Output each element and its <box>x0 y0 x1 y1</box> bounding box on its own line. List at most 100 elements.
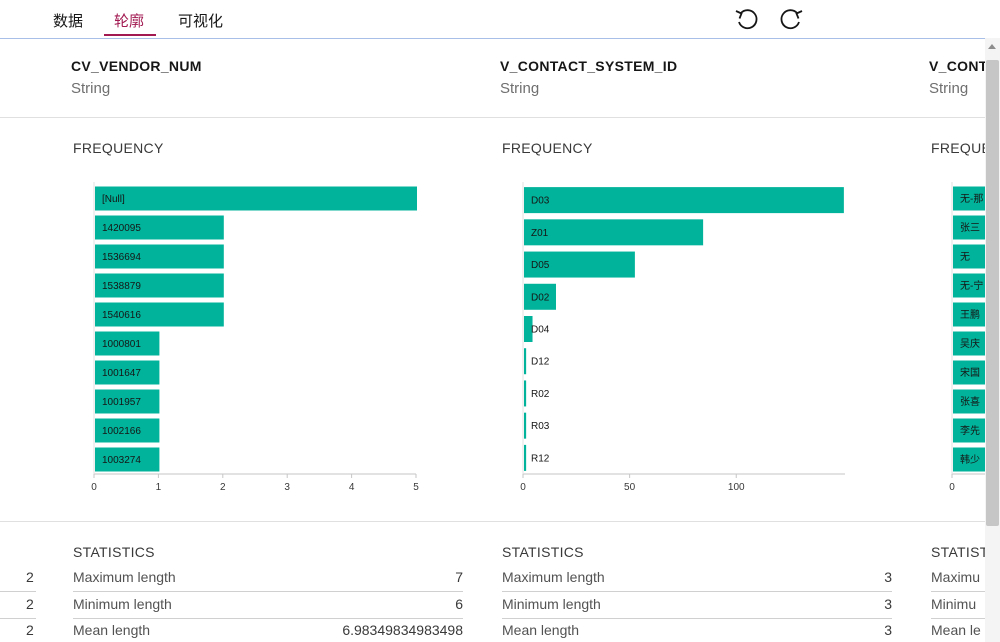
bar-label: 1001957 <box>102 397 141 408</box>
bar-label: 无-那 <box>960 193 983 205</box>
bar-label: 张喜 <box>960 395 980 408</box>
row-divider <box>931 591 985 592</box>
bar-label: D12 <box>531 357 550 368</box>
bar <box>524 316 533 342</box>
vertical-scrollbar[interactable] <box>985 38 1000 642</box>
bar <box>95 418 160 443</box>
bar-label: R12 <box>531 453 550 464</box>
x-tick-label: 3 <box>284 482 290 493</box>
stat-label: Mean length <box>502 622 580 638</box>
stat-value: 2 <box>26 622 34 638</box>
stat-label: Minimum length <box>502 596 601 612</box>
row-divider <box>0 618 36 619</box>
divider <box>0 117 985 118</box>
row-divider <box>73 591 463 592</box>
bar <box>524 380 527 407</box>
x-tick-label: 50 <box>624 482 636 493</box>
bar-label: 宋国 <box>960 366 980 379</box>
column-type: String <box>929 80 969 97</box>
column-type: String <box>500 80 540 97</box>
stat-label: Maximu <box>931 569 981 585</box>
bar <box>524 283 556 310</box>
bar <box>953 360 985 385</box>
bar <box>95 215 224 240</box>
x-tick-label: 100 <box>728 482 745 493</box>
bar <box>95 273 224 298</box>
stat-value: 2 <box>26 596 34 612</box>
bar <box>95 360 160 385</box>
stat-value: 6.98349834983498 <box>342 622 463 638</box>
row-divider <box>0 591 36 592</box>
bar-label: 王鹏 <box>960 308 980 321</box>
tab-data[interactable]: 数据 <box>53 13 84 30</box>
bar-label: D03 <box>531 196 550 207</box>
bar-label: 1001647 <box>102 368 141 379</box>
bar <box>95 244 224 269</box>
bar <box>95 302 224 327</box>
stat-label: Mean length <box>73 622 151 638</box>
redo-icon[interactable] <box>778 5 806 33</box>
frequency-chart: D03 Z01 D05 D02 D04 D12 R02 R03 R12 0 50 100 <box>513 180 858 500</box>
chart-svg: D03 Z01 D05 D02 D04 D12 R02 R03 R12 0 50 100 <box>520 182 845 493</box>
bar <box>95 186 417 211</box>
bar-label: 吴庆 <box>960 337 980 350</box>
bar-label: R03 <box>531 421 550 432</box>
chart-svg: [Null] 1420095 1536694 1538879 1540616 100080… <box>91 182 419 493</box>
bar-label: 1002166 <box>102 426 141 437</box>
row-divider <box>502 591 892 592</box>
bar <box>524 251 635 278</box>
bar <box>953 302 985 327</box>
column-name: V_CONT <box>929 58 988 74</box>
bar <box>95 447 160 472</box>
frequency-label: FREQUE <box>931 140 992 156</box>
x-tick-label: 0 <box>91 482 97 493</box>
stat-value: 7 <box>455 569 463 585</box>
bar <box>953 389 985 414</box>
bar <box>953 447 985 472</box>
stat-value: 3 <box>884 596 892 612</box>
top-toolbar: 数据 轮廓 可视化 <box>0 0 1000 39</box>
stat-value: 6 <box>455 596 463 612</box>
bar <box>953 244 985 269</box>
stat-value: 3 <box>884 622 892 638</box>
bar-label: 张三 <box>960 222 980 234</box>
divider <box>0 521 985 522</box>
tab-profile[interactable]: 轮廓 <box>114 13 145 30</box>
row-divider <box>502 618 892 619</box>
bar-label: 李先 <box>960 424 980 437</box>
column-type: String <box>71 80 111 97</box>
bar-label: D04 <box>531 325 550 336</box>
scroll-up-icon[interactable] <box>988 44 996 49</box>
undo-icon[interactable] <box>732 5 760 33</box>
bar <box>953 186 985 211</box>
x-tick-label: 1 <box>156 482 162 493</box>
active-tab-indicator <box>104 34 156 36</box>
bar <box>95 331 160 356</box>
bar-label: [Null] <box>102 194 125 205</box>
bar-label: 1000801 <box>102 339 141 350</box>
stat-value: 3 <box>884 569 892 585</box>
stats-clip: Maximu Minimu Mean le <box>931 560 985 642</box>
bar <box>524 219 704 246</box>
bar-label: 1003274 <box>102 455 141 466</box>
scroll-thumb[interactable] <box>986 60 999 526</box>
bar <box>953 331 985 356</box>
stat-label: Minimu <box>931 596 977 612</box>
bar-label: 1420095 <box>102 223 141 234</box>
stat-label: Minimum length <box>73 596 172 612</box>
bar-label: 1538879 <box>102 281 141 292</box>
bar-label: 无 <box>960 252 970 263</box>
x-tick-label: 0 <box>949 482 955 493</box>
column-name: CV_VENDOR_NUM <box>71 58 202 74</box>
statistics-label: STATISTICS <box>502 544 584 560</box>
stat-label: Maximum length <box>73 569 176 585</box>
tab-visualization[interactable]: 可视化 <box>178 13 224 30</box>
x-tick-label: 4 <box>349 482 355 493</box>
stat-value: 2 <box>26 569 34 585</box>
stat-label: Maximum length <box>502 569 605 585</box>
x-tick-label: 2 <box>220 482 226 493</box>
bar <box>953 215 985 240</box>
statistics-label: STATIST <box>931 544 989 560</box>
frequency-chart: 无-那 张三无无-宁 王鹏 吴庆 宋国 张喜 李先 韩少 0 <box>942 180 985 500</box>
